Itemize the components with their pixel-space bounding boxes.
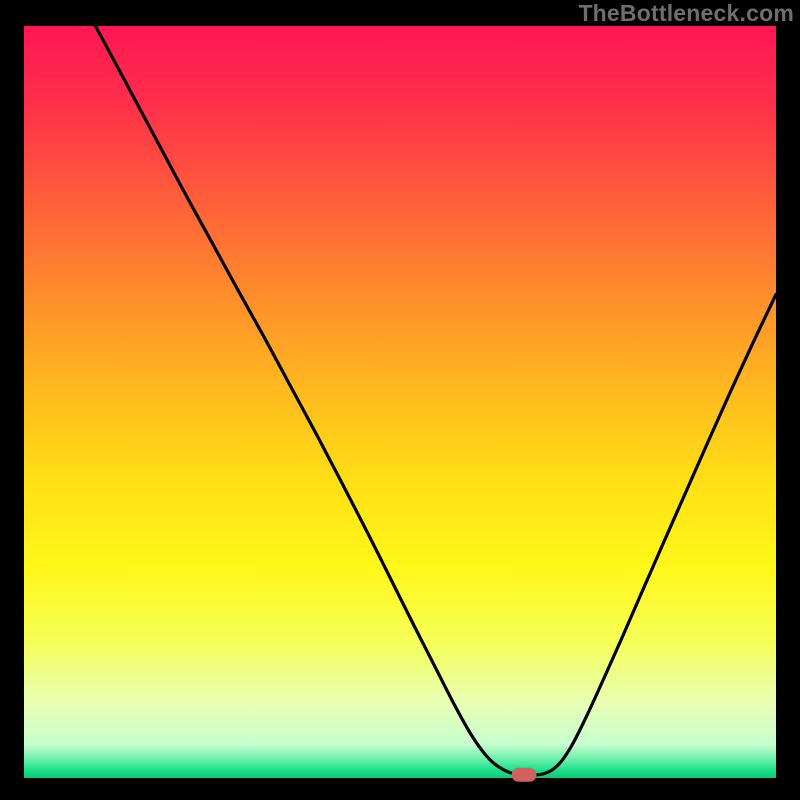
plot-background xyxy=(24,26,776,778)
chart-stage: TheBottleneck.com xyxy=(0,0,800,800)
optimal-point-marker xyxy=(512,768,537,783)
bottleneck-chart xyxy=(0,0,800,800)
